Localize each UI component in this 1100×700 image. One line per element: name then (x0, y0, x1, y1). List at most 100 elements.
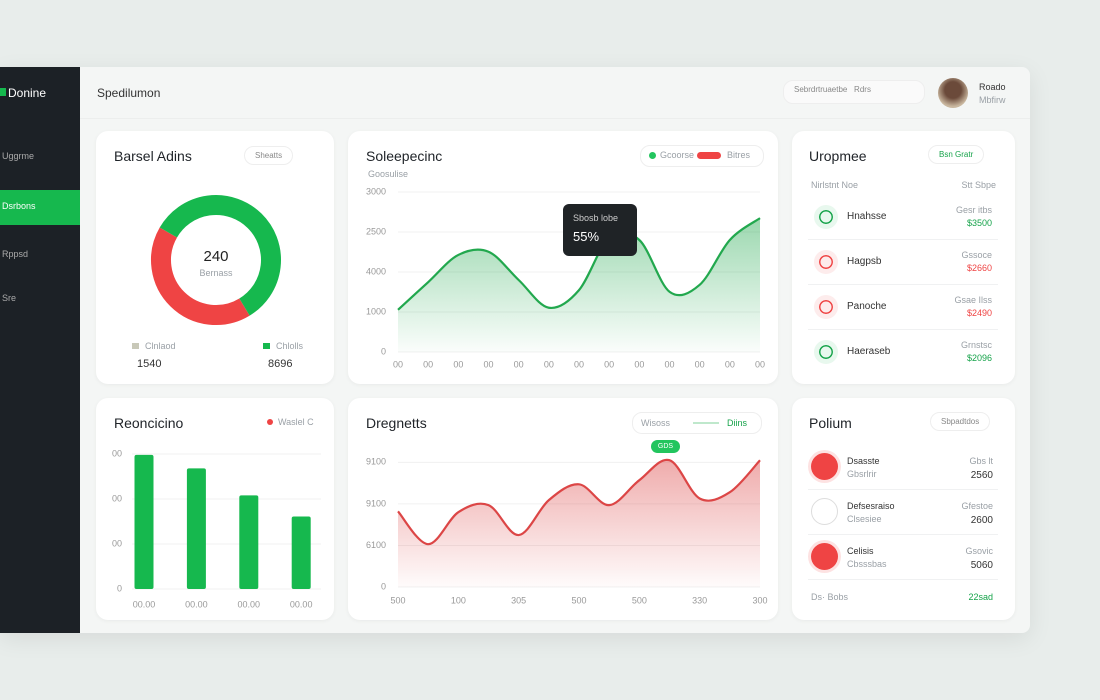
chip: Waslel C (278, 417, 314, 427)
y-tick-label: 00 (112, 448, 122, 458)
line-chart: 0 6100 9100 9100 500 100 305 500 500 330 300 (366, 457, 768, 606)
y-tick-label: 0 (381, 346, 386, 356)
legend-value: 8696 (268, 358, 293, 370)
legend (632, 412, 762, 434)
row-divider (808, 579, 998, 580)
x-tick-label: 00.00 (133, 599, 156, 609)
row-divider (808, 239, 998, 240)
legend-swatch (693, 422, 719, 424)
y-tick-label: 1000 (366, 306, 386, 316)
x-tick-label: 00 (604, 359, 614, 369)
card-title: Reoncicino (114, 415, 184, 431)
user-role: Mbfirw (979, 95, 1006, 105)
x-tick-label: 00 (544, 359, 554, 369)
row-value: 2560 (970, 470, 993, 481)
row-value: $2660 (966, 263, 992, 273)
x-tick-label: 100 (451, 595, 466, 605)
donut-segment (159, 195, 281, 316)
row-name: Panoche (847, 301, 887, 312)
row-sub: Gsae Ilss (954, 295, 992, 305)
y-tick-label: 9100 (366, 457, 386, 467)
line-chart: 0 1000 4000 2500 3000 00 00 00 00 00 00 00 00 00 00 00 0… (366, 186, 765, 369)
page-title: Spedilumon (97, 86, 161, 100)
card-title: Uropmee (809, 148, 867, 164)
nav-item[interactable]: Uggrme (2, 151, 35, 161)
tooltip (563, 204, 637, 256)
x-tick-label: 00.00 (238, 599, 261, 609)
row-name: Hagpsb (847, 256, 882, 267)
legend-value: 1540 (137, 358, 162, 370)
row-meta: Gsovic (965, 546, 993, 556)
row-icon (814, 340, 838, 364)
row-name: Hnahsse (847, 211, 887, 222)
row-icon (814, 295, 838, 319)
nav-item[interactable]: Sre (2, 293, 17, 303)
sidebar (0, 67, 80, 633)
bar (186, 468, 206, 589)
legend (640, 145, 764, 167)
x-tick-label: 00 (755, 359, 765, 369)
nav-item[interactable]: Dsrbons (2, 201, 36, 211)
filter[interactable]: Rdrs (854, 85, 871, 94)
area (398, 218, 760, 352)
avatar[interactable] (938, 78, 968, 108)
donut-chart (151, 195, 281, 325)
active-item-bg (0, 190, 80, 225)
donut-center-label: Bernass (199, 268, 233, 278)
x-tick-label: 00 (634, 359, 644, 369)
row-divider (808, 329, 998, 330)
card-title: Dregnetts (366, 415, 427, 431)
row-icon (811, 453, 838, 480)
row-sub: Gssoce (961, 250, 992, 260)
row-sub: Gesr itbs (955, 205, 992, 215)
bar (291, 516, 311, 589)
y-tick-label: 4000 (366, 266, 386, 276)
column-header: Stt Sbpe (961, 180, 996, 190)
row-name: Dsasste (847, 456, 880, 466)
y-tick-label: 2500 (366, 226, 386, 236)
button[interactable]: Sheatts (244, 146, 294, 165)
legend-label: Clnlaod (145, 341, 176, 351)
x-tick-label: 00 (423, 359, 433, 369)
column-header: Nirlstnt Noe (811, 180, 859, 190)
brand-mark (0, 88, 6, 96)
row-sub: Gbsrlrir (847, 469, 877, 479)
y-tick-label: 6100 (366, 540, 386, 550)
row-name: Haeraseb (847, 346, 891, 357)
chip-dot (267, 419, 273, 425)
button[interactable]: Sbpadtdos (930, 412, 991, 431)
row-icon (814, 250, 838, 274)
y-tick-label: 0 (381, 581, 386, 591)
row-name: Defsesraiso (847, 501, 895, 511)
legend-swatch (263, 343, 270, 349)
x-tick-label: 500 (571, 595, 586, 605)
x-tick-label: 00 (664, 359, 674, 369)
card (96, 131, 334, 384)
x-tick-label: 00 (574, 359, 584, 369)
area (398, 459, 760, 587)
x-tick-label: 00 (725, 359, 735, 369)
donut-segment (151, 227, 250, 325)
search-text: Sebrdrtruaetbe (794, 85, 848, 94)
nav-item[interactable]: Rppsd (2, 249, 29, 259)
y-tick-label: 00 (112, 538, 122, 548)
x-tick-label: 00.00 (290, 599, 313, 609)
y-tick-label: 00 (112, 493, 122, 503)
x-tick-label: 00 (453, 359, 463, 369)
button[interactable]: Bsn Gratr (928, 145, 985, 164)
search[interactable]: Sebrdrtruaetbe Rdrs (783, 80, 925, 104)
x-tick-label: 00 (483, 359, 493, 369)
row-value: 5060 (970, 560, 993, 571)
legend-label: Bitres (727, 150, 751, 160)
row-value: $3500 (966, 218, 992, 228)
x-tick-label: 00.00 (185, 599, 208, 609)
row-name: Celisis (847, 546, 874, 556)
row-value: $2096 (966, 353, 992, 363)
y-tick-label: 0 (117, 583, 122, 593)
user-name: Roado (979, 82, 1006, 92)
line (397, 217, 761, 311)
x-tick-label: 00 (393, 359, 403, 369)
row-divider (808, 489, 998, 490)
